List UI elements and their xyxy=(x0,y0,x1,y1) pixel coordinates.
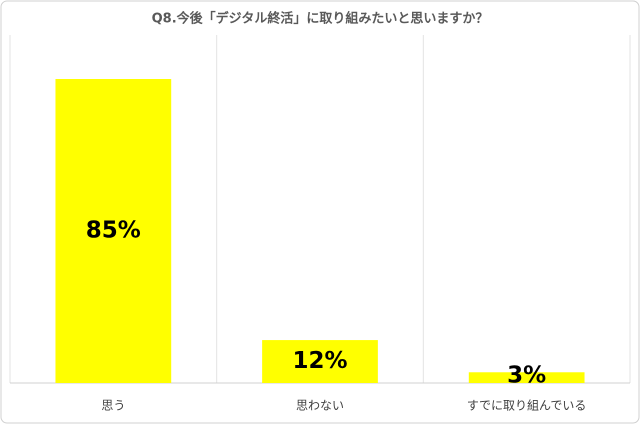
bar xyxy=(468,372,585,383)
value-label: 12% xyxy=(292,348,347,374)
x-tick-label: 思わない xyxy=(296,399,344,413)
value-label: 85% xyxy=(86,218,141,244)
bar xyxy=(55,79,172,383)
x-tick-label: 思う xyxy=(101,399,125,413)
value-label: 3% xyxy=(507,363,546,389)
x-tick-label: すでに取り組んでいる xyxy=(467,399,587,413)
chart-title: Q8.今後「デジタル終活」に取り組みたいと思いますか？ xyxy=(152,11,489,27)
bar xyxy=(262,340,378,383)
